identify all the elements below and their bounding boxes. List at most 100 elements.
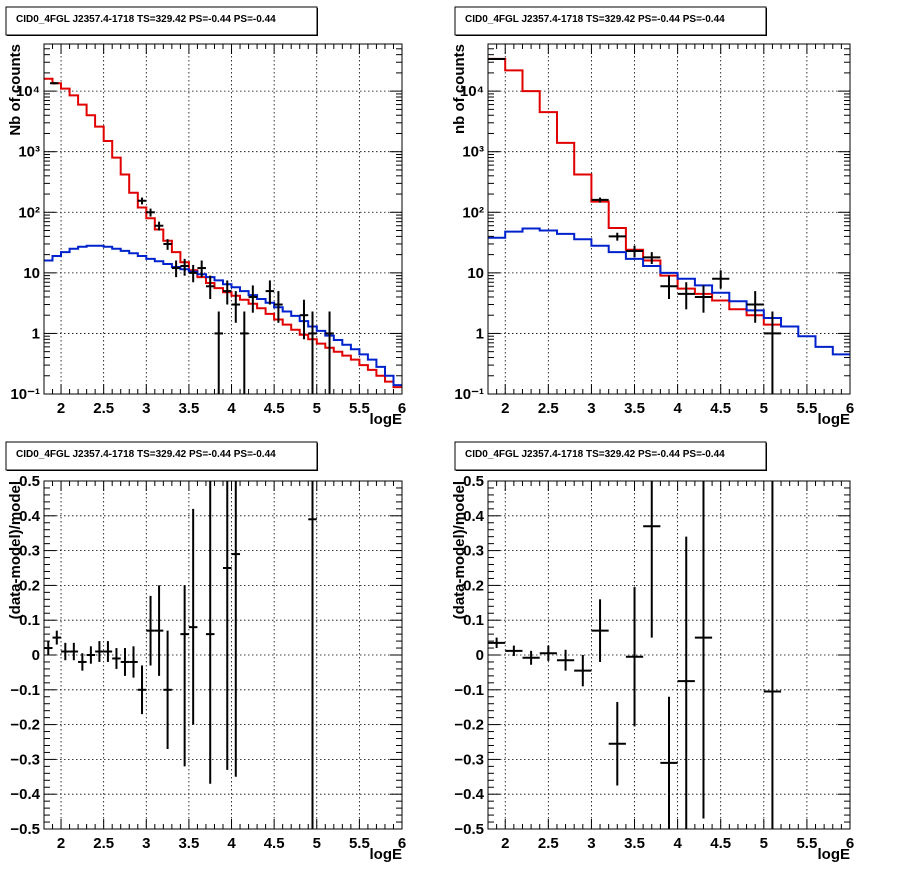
data-points xyxy=(488,57,782,394)
x-tick-label: 2.5 xyxy=(93,400,114,417)
chart-title: CID0_4FGL J2357.4-1718 TS=329.42 PS=-0.4… xyxy=(465,14,725,25)
data-point xyxy=(86,646,96,664)
data-point xyxy=(78,653,87,671)
ticks xyxy=(487,43,851,395)
x-tick-label: 2.5 xyxy=(538,835,559,852)
data-point xyxy=(223,280,232,305)
data-point xyxy=(154,585,164,676)
x-tick-label: 3 xyxy=(142,400,150,417)
ticks xyxy=(43,480,403,830)
x-tick-label: 2 xyxy=(57,400,65,417)
data-point xyxy=(129,646,138,678)
data-point xyxy=(154,221,164,231)
title-box xyxy=(5,6,318,36)
ticks xyxy=(487,480,851,830)
chart-title: CID0_4FGL J2357.4-1718 TS=329.42 PS=-0.4… xyxy=(465,449,725,460)
plot-area xyxy=(44,77,402,394)
y-tick-label: 10⁴ xyxy=(460,83,484,100)
y-tick-label: 0.1 xyxy=(19,612,40,629)
data-point xyxy=(205,481,215,784)
x-tick-label: 3.5 xyxy=(178,835,199,852)
x-axis-label: logE xyxy=(370,411,403,428)
x-tick-label: 2.5 xyxy=(93,835,114,852)
data-point xyxy=(120,648,130,676)
y-tick-label: 0.1 xyxy=(463,612,484,629)
data-point xyxy=(325,311,334,394)
data-point xyxy=(660,696,678,829)
y-tick-label: 0.2 xyxy=(463,577,484,594)
x-tick-label: 3.5 xyxy=(624,400,645,417)
data-point xyxy=(137,197,147,205)
x-tick-label: 4 xyxy=(227,835,236,852)
data-point xyxy=(763,311,782,394)
plot-area xyxy=(488,57,850,394)
data-point xyxy=(712,270,730,289)
x-tick-label: 3 xyxy=(587,400,595,417)
y-tick-label: 10⁻¹ xyxy=(10,386,40,403)
data-point xyxy=(205,275,215,300)
data-point xyxy=(171,260,181,278)
data-point xyxy=(180,585,189,767)
x-tick-label: 4.5 xyxy=(264,835,285,852)
y-tick-label: 1 xyxy=(476,325,484,342)
y-tick-label: 0 xyxy=(476,647,484,664)
data-points xyxy=(49,82,334,394)
data-point xyxy=(231,481,241,777)
background-histogram xyxy=(44,244,402,387)
x-tick-label: 6 xyxy=(398,400,406,417)
data-point xyxy=(146,595,155,666)
data-point xyxy=(677,536,695,829)
data-point xyxy=(505,645,523,657)
y-axis-label: (data-model)/model xyxy=(451,481,468,619)
y-axis-label: Nb of counts xyxy=(7,44,24,136)
x-tick-label: 2.5 xyxy=(538,400,559,417)
y-tick-label: 0.5 xyxy=(463,473,484,490)
grid xyxy=(488,44,850,394)
data-point xyxy=(265,280,275,305)
x-tick-label: 5 xyxy=(313,400,321,417)
plot-area xyxy=(488,481,782,829)
data-point xyxy=(308,481,317,829)
title-box xyxy=(454,6,767,36)
x-tick-label: 6 xyxy=(398,835,406,852)
x-tick-label: 4 xyxy=(673,400,682,417)
data-point xyxy=(146,208,155,217)
x-tick-label: 5.5 xyxy=(349,400,370,417)
x-tick-label: 3 xyxy=(142,835,150,852)
y-tick-label: 10 xyxy=(23,265,40,282)
data-point xyxy=(522,650,540,665)
y-tick-label: 10³ xyxy=(18,144,40,161)
x-tick-label: 6 xyxy=(846,400,854,417)
y-tick-label: −0.3 xyxy=(10,751,40,768)
data-point xyxy=(188,264,198,283)
data-point xyxy=(52,630,62,645)
x-tick-label: 3.5 xyxy=(178,400,199,417)
data-point xyxy=(163,630,172,749)
y-tick-label: 1 xyxy=(32,325,40,342)
y-tick-label: 10⁻¹ xyxy=(454,386,484,403)
data-point xyxy=(625,587,644,727)
chart-title: CID0_4FGL J2357.4-1718 TS=329.42 PS=-0.4… xyxy=(16,14,276,25)
x-axis-label: logE xyxy=(818,411,851,428)
background-histogram xyxy=(488,227,850,356)
y-tick-label: −0.4 xyxy=(454,786,484,803)
chart-panel-3: 2 2.5 3 3.5 4 4.5 5 5.5 6 −0.5 −0.4 −0.3 −0.2 −0.1 0 0.… xyxy=(5,441,406,863)
x-tick-label: 5 xyxy=(313,835,321,852)
y-tick-label: 10² xyxy=(462,204,484,221)
data-points xyxy=(488,481,782,829)
data-points xyxy=(44,481,317,829)
x-tick-label: 4.5 xyxy=(710,400,731,417)
data-point xyxy=(591,599,609,662)
x-axis-label: logE xyxy=(818,846,851,863)
data-point xyxy=(643,252,661,265)
x-tick-label: 5.5 xyxy=(796,400,817,417)
y-tick-label: −0.1 xyxy=(454,682,484,699)
y-axis-label: (data-model)/model xyxy=(7,481,24,619)
data-point xyxy=(231,291,241,323)
grid xyxy=(44,481,402,829)
data-point xyxy=(677,282,695,310)
data-point xyxy=(694,481,713,819)
x-axis-label: logE xyxy=(370,846,403,863)
y-tick-label: 0 xyxy=(32,647,40,664)
